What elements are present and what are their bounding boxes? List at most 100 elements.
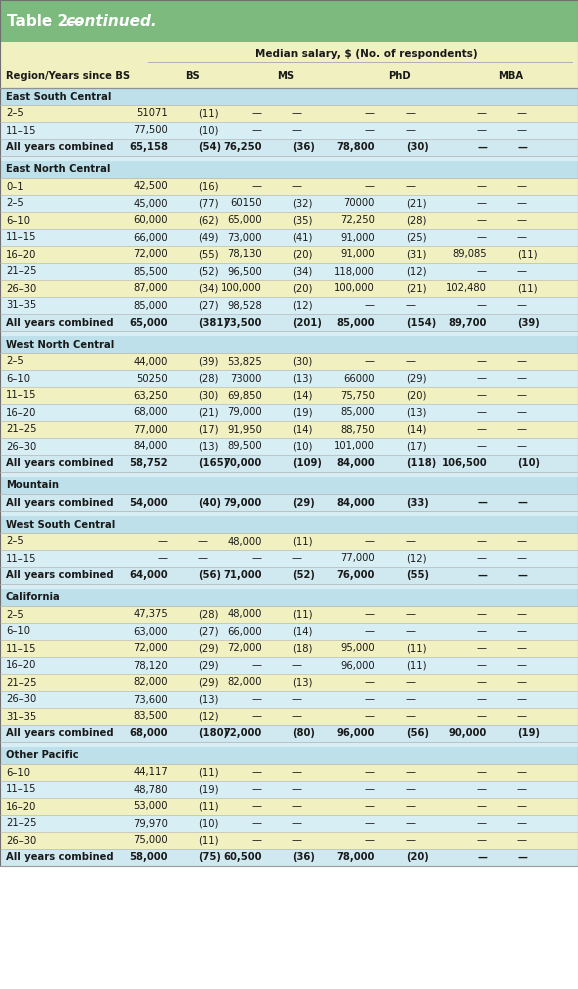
Text: —: — <box>365 301 375 311</box>
Text: —: — <box>365 182 375 192</box>
Text: 90,000: 90,000 <box>449 729 487 739</box>
Text: 11–15: 11–15 <box>6 232 36 242</box>
Text: 89,500: 89,500 <box>227 441 262 452</box>
Text: (27): (27) <box>198 301 218 311</box>
Bar <box>0 640 578 657</box>
Bar <box>0 494 578 511</box>
Text: 21–25: 21–25 <box>6 266 36 277</box>
Text: 53,825: 53,825 <box>227 356 262 367</box>
Text: (77): (77) <box>198 199 218 209</box>
Text: —: — <box>517 694 527 704</box>
Text: 75,750: 75,750 <box>340 391 375 401</box>
Text: (21): (21) <box>406 284 427 294</box>
Text: 26–30: 26–30 <box>6 284 36 294</box>
Text: 91,950: 91,950 <box>227 424 262 434</box>
Text: —: — <box>365 801 375 812</box>
Text: (14): (14) <box>406 424 427 434</box>
Text: 63,250: 63,250 <box>134 391 168 401</box>
Text: 77,500: 77,500 <box>134 126 168 135</box>
Bar <box>0 550 578 567</box>
Text: 73,500: 73,500 <box>224 317 262 327</box>
Bar <box>0 229 578 246</box>
Bar <box>0 195 578 212</box>
Text: 85,000: 85,000 <box>336 317 375 327</box>
Text: 16–20: 16–20 <box>6 407 36 417</box>
Text: —: — <box>477 626 487 637</box>
Text: West North Central: West North Central <box>6 339 114 349</box>
Text: —: — <box>292 784 302 794</box>
Text: 16–20: 16–20 <box>6 661 36 671</box>
Bar <box>0 178 578 195</box>
Text: —: — <box>292 711 302 722</box>
Text: (18): (18) <box>292 644 312 654</box>
Bar <box>0 105 578 122</box>
Bar <box>0 849 578 866</box>
Text: 76,250: 76,250 <box>224 142 262 152</box>
Text: 2–5: 2–5 <box>6 199 24 209</box>
Text: —: — <box>406 182 416 192</box>
Text: 87,000: 87,000 <box>134 284 168 294</box>
Text: (12): (12) <box>198 711 218 722</box>
Text: 21–25: 21–25 <box>6 819 36 829</box>
Text: —: — <box>477 232 487 242</box>
Text: —: — <box>477 801 487 812</box>
Text: 84,000: 84,000 <box>336 459 375 469</box>
Text: 100,000: 100,000 <box>221 284 262 294</box>
Text: MS: MS <box>277 71 295 81</box>
Text: 72,250: 72,250 <box>340 216 375 225</box>
Bar <box>0 764 578 781</box>
Text: —: — <box>477 609 487 619</box>
Text: —: — <box>477 216 487 225</box>
Text: (54): (54) <box>198 142 221 152</box>
Text: —: — <box>252 801 262 812</box>
Bar <box>0 336 578 353</box>
Text: 96,000: 96,000 <box>336 729 375 739</box>
Text: 98,528: 98,528 <box>227 301 262 311</box>
Text: —: — <box>517 497 527 507</box>
Text: 91,000: 91,000 <box>340 232 375 242</box>
Text: (25): (25) <box>406 232 427 242</box>
Text: 77,000: 77,000 <box>134 424 168 434</box>
Text: All years combined: All years combined <box>6 317 114 327</box>
Bar <box>0 674 578 691</box>
Text: 11–15: 11–15 <box>6 644 36 654</box>
Text: (40): (40) <box>198 497 221 507</box>
Text: Other Pacific: Other Pacific <box>6 751 79 761</box>
Bar <box>0 866 578 989</box>
Bar <box>0 798 578 815</box>
Text: —: — <box>406 109 416 119</box>
Text: 77,000: 77,000 <box>340 554 375 564</box>
Text: —: — <box>517 644 527 654</box>
Text: —: — <box>517 571 527 581</box>
Text: 75,000: 75,000 <box>134 836 168 846</box>
Text: —: — <box>365 356 375 367</box>
Text: —: — <box>365 609 375 619</box>
Text: —: — <box>477 266 487 277</box>
Text: 118,000: 118,000 <box>334 266 375 277</box>
Text: —: — <box>477 391 487 401</box>
Text: 89,700: 89,700 <box>449 317 487 327</box>
Text: —: — <box>517 853 527 862</box>
Text: —: — <box>477 536 487 547</box>
Text: (17): (17) <box>198 424 218 434</box>
Text: —: — <box>292 767 302 777</box>
Text: —: — <box>158 536 168 547</box>
Text: (55): (55) <box>198 249 218 259</box>
Text: —: — <box>477 441 487 452</box>
Bar <box>0 742 578 747</box>
Text: 71,000: 71,000 <box>224 571 262 581</box>
Text: (14): (14) <box>292 626 312 637</box>
Text: —: — <box>252 554 262 564</box>
Text: (52): (52) <box>292 571 315 581</box>
Bar <box>0 815 578 832</box>
Text: (80): (80) <box>292 729 315 739</box>
Text: (13): (13) <box>292 677 312 687</box>
Text: (56): (56) <box>198 571 221 581</box>
Text: All years combined: All years combined <box>6 459 114 469</box>
Text: —: — <box>477 301 487 311</box>
Text: (10): (10) <box>198 819 218 829</box>
Text: —: — <box>406 356 416 367</box>
Text: (20): (20) <box>406 391 427 401</box>
Text: 48,000: 48,000 <box>228 609 262 619</box>
Text: (30): (30) <box>292 356 312 367</box>
